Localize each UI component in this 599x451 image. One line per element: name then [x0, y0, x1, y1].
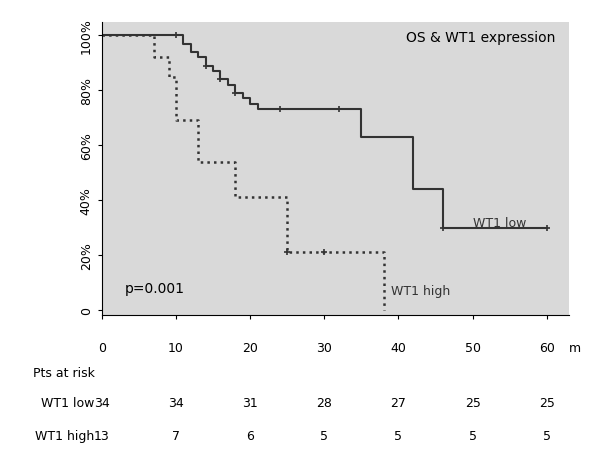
Text: p=0.001: p=0.001 [125, 281, 185, 295]
Text: WT1 low: WT1 low [473, 216, 526, 229]
Text: 25: 25 [465, 396, 480, 410]
Text: 50: 50 [465, 341, 480, 354]
Text: 20: 20 [242, 341, 258, 354]
Text: 30: 30 [316, 341, 332, 354]
Text: WT1 high: WT1 high [35, 429, 95, 442]
Text: 5: 5 [395, 429, 403, 442]
Text: m: m [569, 341, 581, 354]
Text: WT1 high: WT1 high [391, 285, 450, 298]
Text: 0: 0 [98, 341, 106, 354]
Text: Pts at risk: Pts at risk [32, 366, 95, 379]
Text: 13: 13 [94, 429, 110, 442]
Text: 27: 27 [391, 396, 406, 410]
Text: 34: 34 [94, 396, 110, 410]
Text: 6: 6 [246, 429, 254, 442]
Text: 5: 5 [543, 429, 551, 442]
Text: 25: 25 [539, 396, 555, 410]
Text: 34: 34 [168, 396, 184, 410]
Text: 31: 31 [242, 396, 258, 410]
Text: 5: 5 [468, 429, 477, 442]
Text: 40: 40 [391, 341, 406, 354]
Text: OS & WT1 expression: OS & WT1 expression [406, 32, 555, 45]
Text: 7: 7 [172, 429, 180, 442]
Text: WT1 low: WT1 low [41, 396, 95, 410]
Text: 28: 28 [316, 396, 332, 410]
Text: 10: 10 [168, 341, 184, 354]
Text: 5: 5 [320, 429, 328, 442]
Text: 60: 60 [539, 341, 555, 354]
